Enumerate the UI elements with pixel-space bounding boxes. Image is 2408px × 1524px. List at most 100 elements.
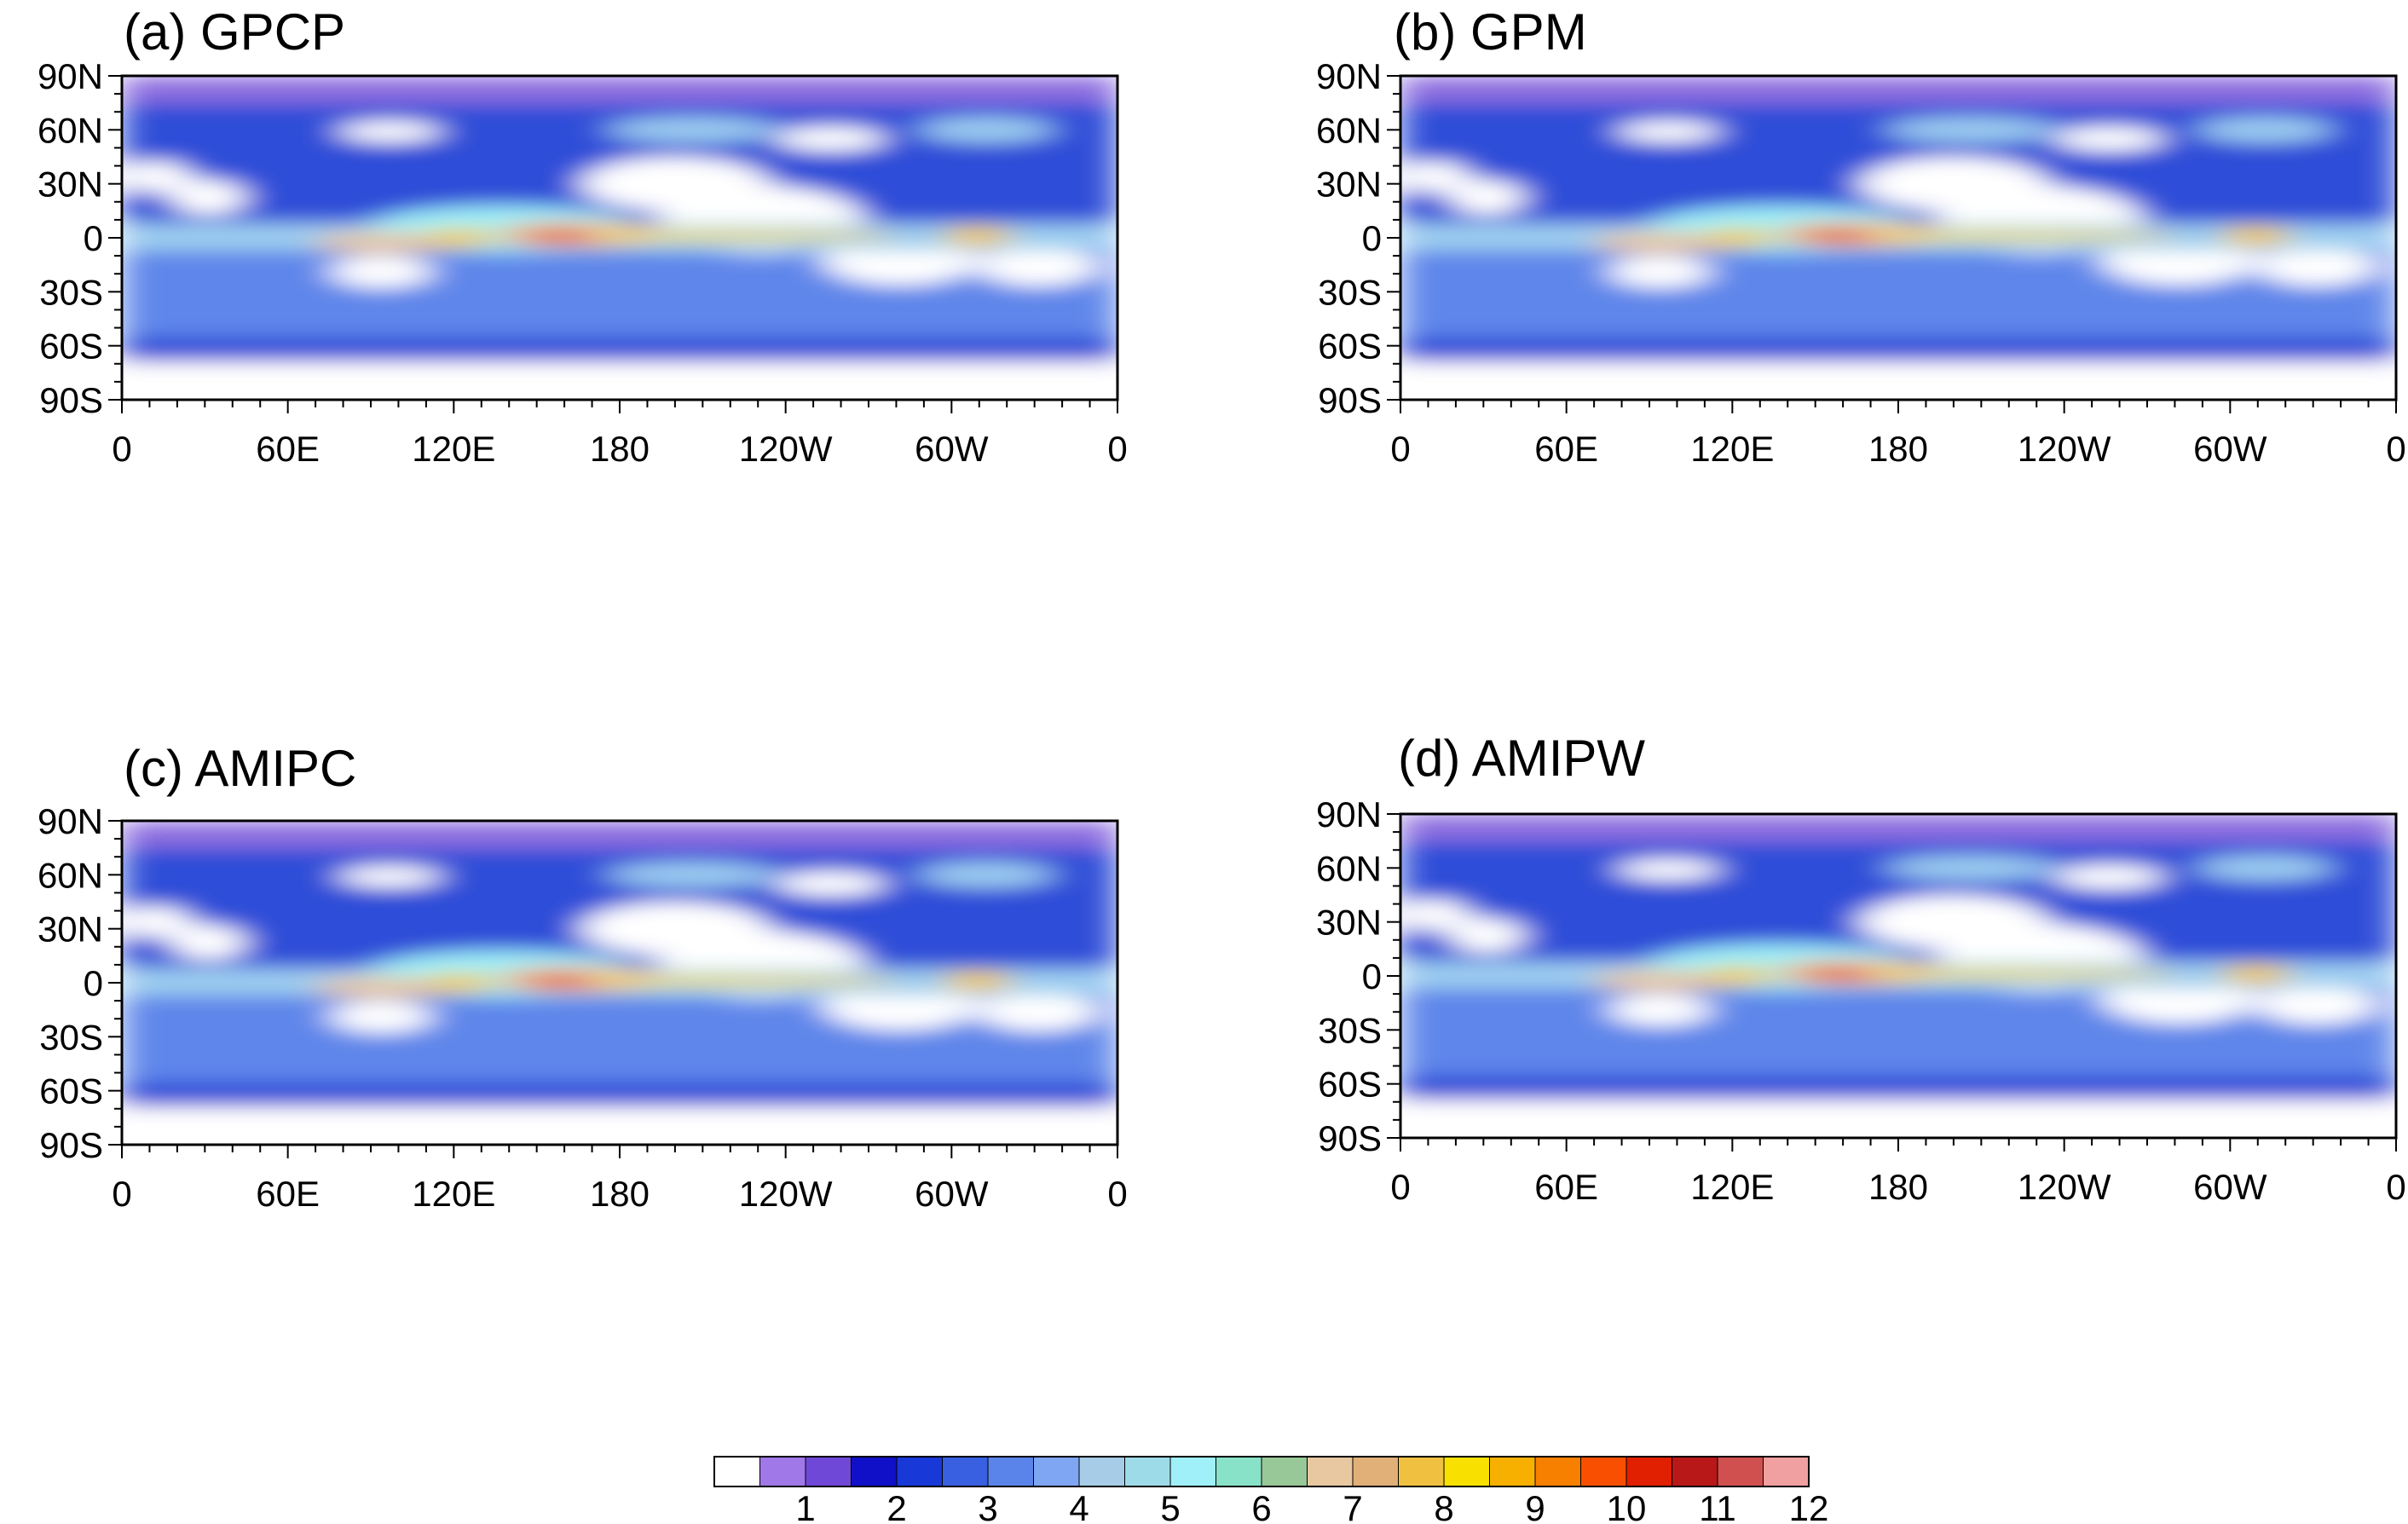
lat-ticks: 90N 60N 30N 0 30S 60S 90S <box>1316 794 1400 1158</box>
precip-region <box>424 973 494 992</box>
colorbar-label: 10 <box>1607 1488 1647 1524</box>
lon-label: 120W <box>2018 1167 2111 1207</box>
colorbar-label: 7 <box>1343 1488 1362 1524</box>
precip-region <box>605 117 779 143</box>
precip-region <box>943 972 1013 990</box>
lat-label: 0 <box>84 963 103 1003</box>
precip-region <box>122 361 1118 401</box>
lat-label: 0 <box>1362 956 1382 996</box>
lon-label: 60E <box>256 1174 320 1214</box>
precip-region <box>1616 858 1721 881</box>
colorbar-labels: 1 2 3 4 5 6 7 8 9 10 11 12 <box>795 1488 1828 1524</box>
precip-region <box>1448 917 1526 954</box>
lon-label: 60E <box>256 429 320 469</box>
lat-label: 30N <box>38 909 103 950</box>
map-field <box>1400 76 2397 401</box>
precip-region <box>1616 120 1721 143</box>
lat-label: 90N <box>38 56 103 96</box>
colorbar-swatch <box>1216 1456 1262 1487</box>
precip-region <box>1591 231 1729 253</box>
panel-title: (d) AMIPW <box>1398 730 1645 787</box>
lat-label: 60N <box>38 110 103 150</box>
precip-region <box>170 924 247 961</box>
colorbar-swatch <box>1443 1456 1491 1487</box>
colorbar-swatch <box>942 1456 989 1487</box>
precip-region <box>122 1106 1118 1146</box>
precip-region <box>2221 227 2291 245</box>
precip-region <box>1608 256 1712 289</box>
precip-region <box>329 256 434 289</box>
colorbar-label: 8 <box>1434 1488 1453 1524</box>
colorbar-swatch <box>1580 1456 1627 1487</box>
lon-label: 0 <box>112 429 131 469</box>
map-field <box>122 76 1118 401</box>
map-field <box>122 821 1118 1146</box>
precip-region <box>170 179 247 216</box>
lat-ticks: 90N 60N 30N 0 30S 60S 90S <box>1316 56 1400 420</box>
lat-label: 30N <box>1316 165 1382 205</box>
panel-c: (c) AMIPC 90N 60N 30N 0 30S 60S 90S 0 60E 120E 18… <box>38 740 1128 1214</box>
precip-region <box>1884 855 2058 881</box>
lat-label: 30S <box>1318 272 1382 312</box>
lon-label: 180 <box>590 429 650 469</box>
lon-label: 120E <box>1690 429 1774 469</box>
lon-label: 180 <box>1868 1167 1928 1207</box>
precip-region <box>943 227 1013 245</box>
lon-ticks: 0 60E 120E 180 120W 60W 0 <box>1390 1138 2406 1207</box>
precip-region <box>1400 337 2397 360</box>
lat-label: 90S <box>1318 1118 1382 1158</box>
precip-region <box>2195 855 2335 881</box>
precip-field <box>122 821 1118 1146</box>
panel-d: (d) AMIPW 90N 60N 30N 0 30S 60S 90S 0 60E 120E 18… <box>1316 730 2406 1207</box>
colorbar-frame <box>713 1456 1810 1487</box>
colorbar-swatch <box>1078 1456 1126 1487</box>
precip-region <box>538 231 587 241</box>
precip-region <box>775 126 886 152</box>
lon-label: 0 <box>2386 1167 2405 1207</box>
lon-label: 0 <box>112 1174 131 1214</box>
precip-field <box>1400 76 2397 401</box>
lat-label: 30N <box>1316 903 1382 943</box>
lon-label: 120W <box>2018 429 2111 469</box>
lat-label: 90N <box>1316 794 1382 834</box>
precip-region <box>1400 361 2397 401</box>
lon-label: 120E <box>412 1174 495 1214</box>
lat-label: 60N <box>1316 848 1382 888</box>
lon-label: 60W <box>2193 1167 2267 1207</box>
lon-label: 120W <box>739 429 833 469</box>
precip-region <box>1608 994 1712 1027</box>
precip-region <box>1400 160 1470 193</box>
colorbar-swatch <box>1261 1456 1308 1487</box>
precip-region <box>977 246 1099 287</box>
precip-field <box>122 76 1118 401</box>
precip-region <box>775 871 886 897</box>
lat-label: 60S <box>1318 1065 1382 1105</box>
precip-region <box>312 976 451 998</box>
precip-region <box>2053 864 2165 890</box>
lon-label: 180 <box>590 1174 650 1214</box>
precip-region <box>1400 898 1470 932</box>
lat-ticks: 90N 60N 30N 0 30S 60S 90S <box>38 56 122 420</box>
panel-a: (a) GPCP 90N 60N 30N 0 30S 60S 90S 0 60E 120E 180… <box>38 3 1128 469</box>
precip-region <box>1884 117 2058 143</box>
lat-label: 30S <box>39 272 103 312</box>
colorbar-label: 2 <box>886 1488 906 1524</box>
colorbar-label: 1 <box>795 1488 815 1524</box>
lat-label: 90S <box>39 380 103 420</box>
colorbar-label: 11 <box>1699 1488 1736 1524</box>
lat-label: 0 <box>84 218 103 258</box>
precip-region <box>1400 1100 2397 1139</box>
lat-ticks: 90N 60N 30N 0 30S 60S 90S <box>38 801 122 1165</box>
precip-region <box>338 120 442 143</box>
precip-region <box>122 905 192 938</box>
precip-region <box>2255 984 2377 1025</box>
colorbar-swatch <box>1717 1456 1764 1487</box>
lat-label: 30N <box>38 165 103 205</box>
lat-label: 60S <box>39 326 103 367</box>
lon-label: 0 <box>1107 1174 1127 1214</box>
precip-region <box>1591 969 1729 991</box>
colorbar-swatch <box>1763 1456 1810 1487</box>
colorbar-swatch <box>1398 1456 1445 1487</box>
colorbar-label: 6 <box>1251 1488 1271 1524</box>
precip-region <box>2195 117 2335 143</box>
